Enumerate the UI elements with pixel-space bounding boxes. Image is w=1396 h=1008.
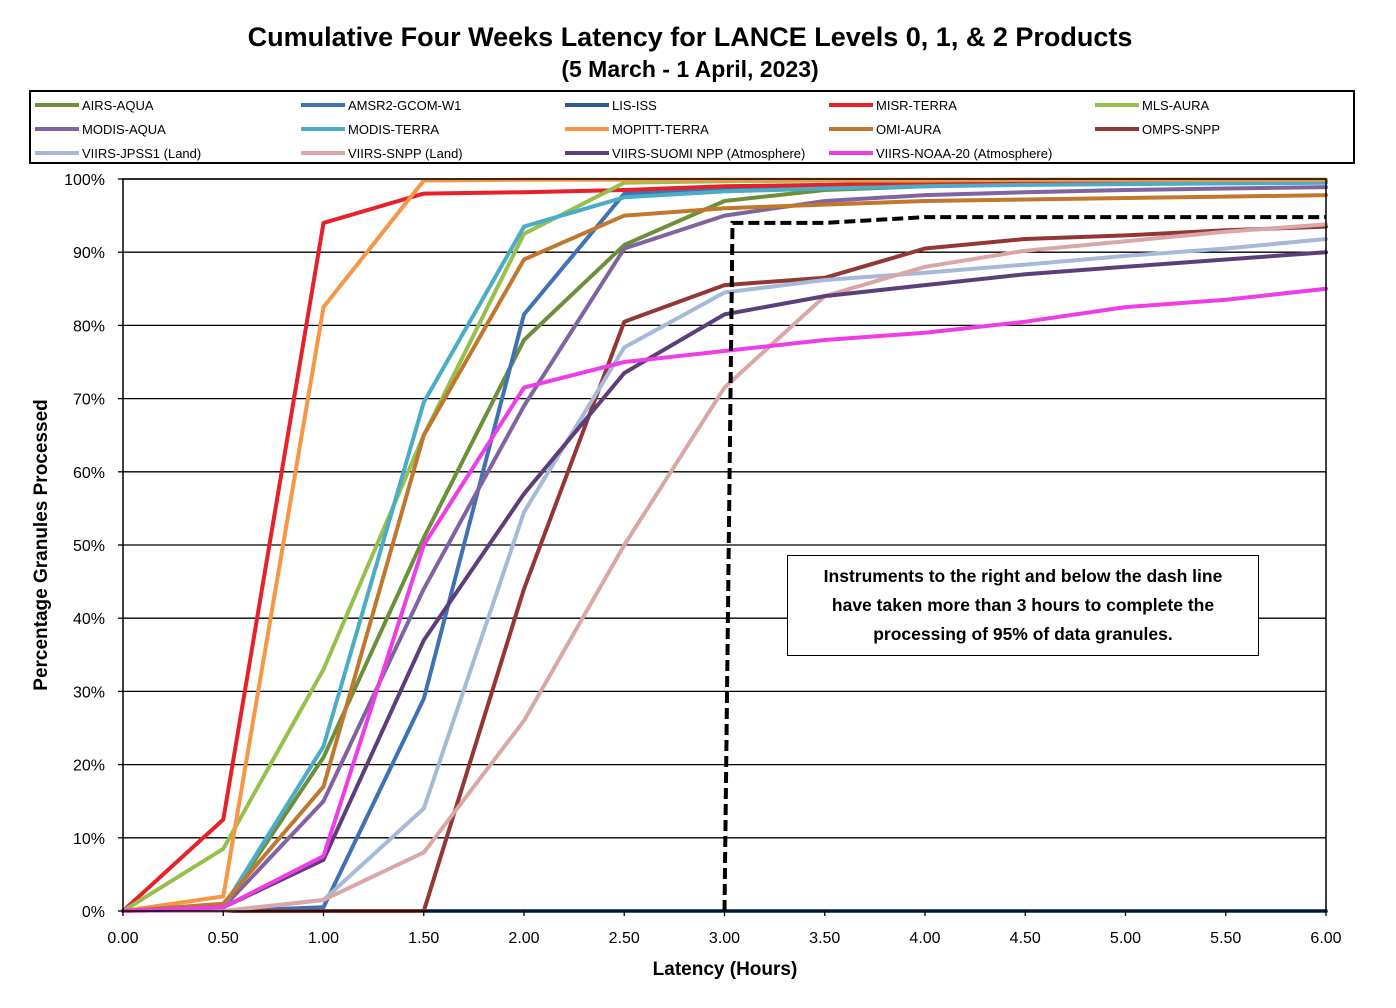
legend-swatch <box>301 151 345 155</box>
series-line-misr-terra <box>121 178 1328 913</box>
x-tick-label: 1.50 <box>408 930 439 947</box>
legend-swatch <box>301 127 345 131</box>
annotation-box: Instruments to the right and below the d… <box>787 555 1259 656</box>
legend-item: MOPITT-TERRA <box>565 118 709 140</box>
legend-label: VIIRS-JPSS1 (Land) <box>82 145 202 161</box>
legend-label: VIIRS-SNPP (Land) <box>348 145 463 161</box>
y-tick-label: 30% <box>73 684 105 701</box>
y-axis-title: Percentage Granules Processed <box>31 399 52 690</box>
legend-swatch <box>565 151 609 155</box>
threshold-dashed-line <box>722 215 1326 912</box>
y-tick-label: 80% <box>73 318 105 335</box>
legend-label: MODIS-AQUA <box>82 121 166 137</box>
series-line-viirs-snpp-land <box>121 222 1328 913</box>
legend-item: MODIS-TERRA <box>301 118 439 140</box>
legend-swatch <box>35 103 79 107</box>
y-tick-label: 0% <box>82 904 105 921</box>
legend-swatch <box>35 127 79 131</box>
x-tick-label: 2.00 <box>508 930 539 947</box>
series-line-viirs-noaa-20-atmosphere <box>121 286 1328 913</box>
x-tick-label: 0.00 <box>107 930 138 947</box>
legend-label: MODIS-TERRA <box>348 121 439 137</box>
x-tick-label: 5.00 <box>1110 930 1141 947</box>
legend-label: VIIRS-NOAA-20 (Atmosphere) <box>876 145 1053 161</box>
legend-swatch <box>1095 103 1139 107</box>
chart-legend: AIRS-AQUA AMSR2-GCOM-W1 LIS-ISS MISR-TERRA M… <box>29 90 1355 164</box>
chart-title: Cumulative Four Weeks Latency for LANCE … <box>247 22 1133 52</box>
legend-label: MOPITT-TERRA <box>612 121 709 137</box>
legend-swatch <box>565 127 609 131</box>
legend-item: MODIS-AQUA <box>35 118 166 140</box>
y-tick-label: 40% <box>73 611 105 628</box>
y-tick-label: 90% <box>73 245 105 262</box>
x-tick-label: 4.00 <box>909 930 940 947</box>
y-tick-label: 100% <box>64 172 105 189</box>
legend-item: OMI-AURA <box>829 118 941 140</box>
x-tick-label: 6.00 <box>1310 930 1341 947</box>
legend-label: AMSR2-GCOM-W1 <box>348 97 462 113</box>
x-tick-label: 5.50 <box>1210 930 1241 947</box>
series-lines <box>121 177 1328 913</box>
x-tick-label: 3.00 <box>709 930 740 947</box>
legend-label: MLS-AURA <box>1142 97 1210 113</box>
chart-subtitle: (5 March - 1 April, 2023) <box>561 56 819 82</box>
axes: 0% 10% 20% 30% 40% 50% 60% 70% 80% 90% 100% 0.00 0.5… <box>64 172 1342 947</box>
legend-item: VIIRS-SUOMI NPP (Atmosphere) <box>565 142 805 164</box>
legend-item: AMSR2-GCOM-W1 <box>301 94 461 116</box>
legend-item: LIS-ISS <box>565 94 657 116</box>
legend-swatch <box>35 151 79 155</box>
x-tick-label: 1.00 <box>308 930 339 947</box>
legend-item: VIIRS-NOAA-20 (Atmosphere) <box>829 142 1052 164</box>
y-tick-label: 70% <box>73 392 105 409</box>
legend-label: OMI-AURA <box>876 121 941 137</box>
legend-label: VIIRS-SUOMI NPP (Atmosphere) <box>612 145 806 161</box>
legend-item: VIIRS-JPSS1 (Land) <box>35 142 201 164</box>
legend-item: OMPS-SNPP <box>1095 118 1220 140</box>
legend-label: AIRS-AQUA <box>82 97 154 113</box>
x-tick-label: 3.50 <box>809 930 840 947</box>
legend-swatch <box>829 127 873 131</box>
gridlines <box>123 178 1326 912</box>
legend-label: MISR-TERRA <box>876 97 957 113</box>
legend-swatch <box>1095 127 1139 131</box>
legend-swatch <box>565 103 609 107</box>
y-tick-label: 50% <box>73 538 105 555</box>
threshold-dash-line <box>722 215 1326 912</box>
legend-swatch <box>829 103 873 107</box>
legend-swatch <box>829 151 873 155</box>
x-tick-label: 4.50 <box>1010 930 1041 947</box>
legend-item: AIRS-AQUA <box>35 94 154 116</box>
legend-swatch <box>301 103 345 107</box>
legend-label: OMPS-SNPP <box>1142 121 1221 137</box>
y-tick-label: 60% <box>73 465 105 482</box>
series-line-modis-terra <box>121 180 1328 913</box>
x-tick-label: 2.50 <box>609 930 640 947</box>
y-tick-label: 20% <box>73 758 105 775</box>
legend-label: LIS-ISS <box>612 97 657 113</box>
legend-item: VIIRS-SNPP (Land) <box>301 142 463 164</box>
series-line-modis-aqua <box>121 185 1328 913</box>
x-tick-label: 0.50 <box>208 930 239 947</box>
series-line-viirs-suomi-npp-atmosphere <box>121 250 1328 913</box>
y-tick-label: 10% <box>73 831 105 848</box>
legend-item: MISR-TERRA <box>829 94 957 116</box>
series-line-omi-aura <box>121 193 1328 913</box>
legend-item: MLS-AURA <box>1095 94 1209 116</box>
x-axis-title: Latency (Hours) <box>653 959 798 980</box>
